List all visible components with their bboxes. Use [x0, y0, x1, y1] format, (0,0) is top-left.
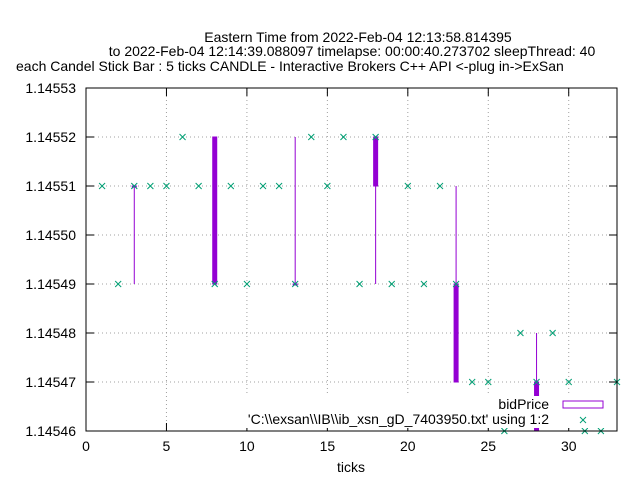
y-tick-label: 1.14553 — [25, 80, 76, 96]
data-point-stroke — [372, 133, 379, 141]
data-point — [243, 280, 251, 288]
x-axis-label: ticks — [337, 459, 365, 475]
data-point-stroke — [549, 329, 556, 337]
title-line-1: Eastern Time from 2022-Feb-04 12:13:58.8… — [204, 29, 512, 45]
data-point-stroke — [579, 416, 587, 424]
data-point — [468, 378, 476, 386]
data-point-stroke — [324, 182, 331, 190]
data-point — [484, 378, 492, 386]
x-tick-label: 25 — [480, 438, 496, 454]
data-point — [565, 378, 573, 386]
data-point — [420, 280, 428, 288]
data-point-stroke — [452, 280, 460, 288]
legend-label-points: 'C:\\exsan\\IB\\ib_xsn_gD_7403950.txt' u… — [248, 411, 549, 427]
candle-body — [373, 136, 379, 187]
data-point-stroke — [163, 182, 170, 190]
data-point — [324, 182, 331, 190]
point-series — [98, 133, 621, 435]
data-point-stroke — [468, 378, 476, 386]
y-tick-label: 1.14551 — [25, 178, 76, 194]
x-tick-label: 10 — [239, 438, 255, 454]
data-point-stroke — [259, 182, 267, 190]
y-tick-label: 1.14547 — [25, 374, 76, 390]
data-point — [114, 280, 122, 288]
candle-body — [212, 136, 218, 285]
title-line-3: each Candel Stick Bar : 5 ticks CANDLE -… — [16, 58, 564, 74]
data-point — [404, 182, 412, 190]
data-point — [163, 182, 170, 190]
data-point — [579, 416, 587, 424]
x-tick-label: 30 — [561, 438, 577, 454]
data-point — [452, 280, 460, 288]
data-point-stroke — [179, 133, 186, 141]
data-point — [98, 182, 106, 190]
data-point-stroke — [275, 182, 283, 190]
chart-title: Eastern Time from 2022-Feb-04 12:13:58.8… — [16, 29, 595, 74]
data-point — [372, 133, 379, 141]
data-point — [130, 182, 138, 190]
y-tick-label: 1.14549 — [25, 276, 76, 292]
data-point — [517, 329, 524, 337]
data-point-stroke — [195, 182, 202, 190]
data-point — [436, 182, 444, 190]
legend-swatch-bidprice — [562, 400, 604, 409]
data-point — [388, 280, 396, 288]
x-tick-labels: 0 5 10 15 20 25 30 — [82, 438, 577, 454]
data-point — [211, 280, 219, 288]
data-point — [340, 133, 347, 141]
data-point — [195, 182, 202, 190]
data-point-stroke — [307, 133, 315, 141]
data-point-stroke — [147, 182, 154, 190]
data-point-stroke — [533, 378, 540, 386]
data-point-stroke — [291, 280, 299, 288]
data-point-stroke — [388, 280, 396, 288]
data-point — [307, 133, 315, 141]
data-point — [179, 133, 186, 141]
y-tick-label: 1.14550 — [25, 227, 76, 243]
data-point — [147, 182, 154, 190]
y-tick-label: 1.14552 — [25, 129, 76, 145]
x-tick-label: 20 — [400, 438, 416, 454]
data-point-stroke — [484, 378, 492, 386]
data-point — [275, 182, 283, 190]
legend-label-bidprice: bidPrice — [498, 396, 549, 412]
data-point — [549, 329, 556, 337]
data-point-stroke — [130, 182, 138, 190]
data-point-stroke — [356, 280, 363, 288]
data-point — [291, 280, 299, 288]
data-point-stroke — [211, 280, 219, 288]
candle-series — [131, 136, 540, 432]
x-tick-label: 15 — [320, 438, 336, 454]
y-tick-label: 1.14546 — [25, 423, 76, 439]
data-point-stroke — [114, 280, 122, 288]
data-point-stroke — [517, 329, 524, 337]
data-point-stroke — [98, 182, 106, 190]
data-point-stroke — [420, 280, 428, 288]
data-point-stroke — [565, 378, 573, 386]
data-point-stroke — [227, 182, 235, 190]
y-tick-label: 1.14548 — [25, 325, 76, 341]
title-line-2: to 2022-Feb-04 12:14:39.088097 timelapse… — [109, 43, 596, 59]
legend: bidPrice 'C:\\exsan\\IB\\ib_xsn_gD_74039… — [200, 396, 610, 428]
data-point — [356, 280, 363, 288]
data-point-stroke — [340, 133, 347, 141]
x-tick-label: 0 — [82, 438, 90, 454]
data-point-stroke — [436, 182, 444, 190]
legend-background — [200, 396, 610, 428]
axes — [85, 87, 618, 432]
data-point — [227, 182, 235, 190]
y-tick-labels: 1.14546 1.14547 1.14548 1.14549 1.14550 1.145… — [25, 80, 76, 439]
data-point — [259, 182, 267, 190]
grid-lines — [86, 88, 617, 431]
data-point-stroke — [243, 280, 251, 288]
plot-border — [85, 87, 618, 432]
x-tick-label: 5 — [163, 438, 171, 454]
data-point — [533, 378, 540, 386]
candle-body — [453, 283, 459, 383]
data-point-stroke — [404, 182, 412, 190]
